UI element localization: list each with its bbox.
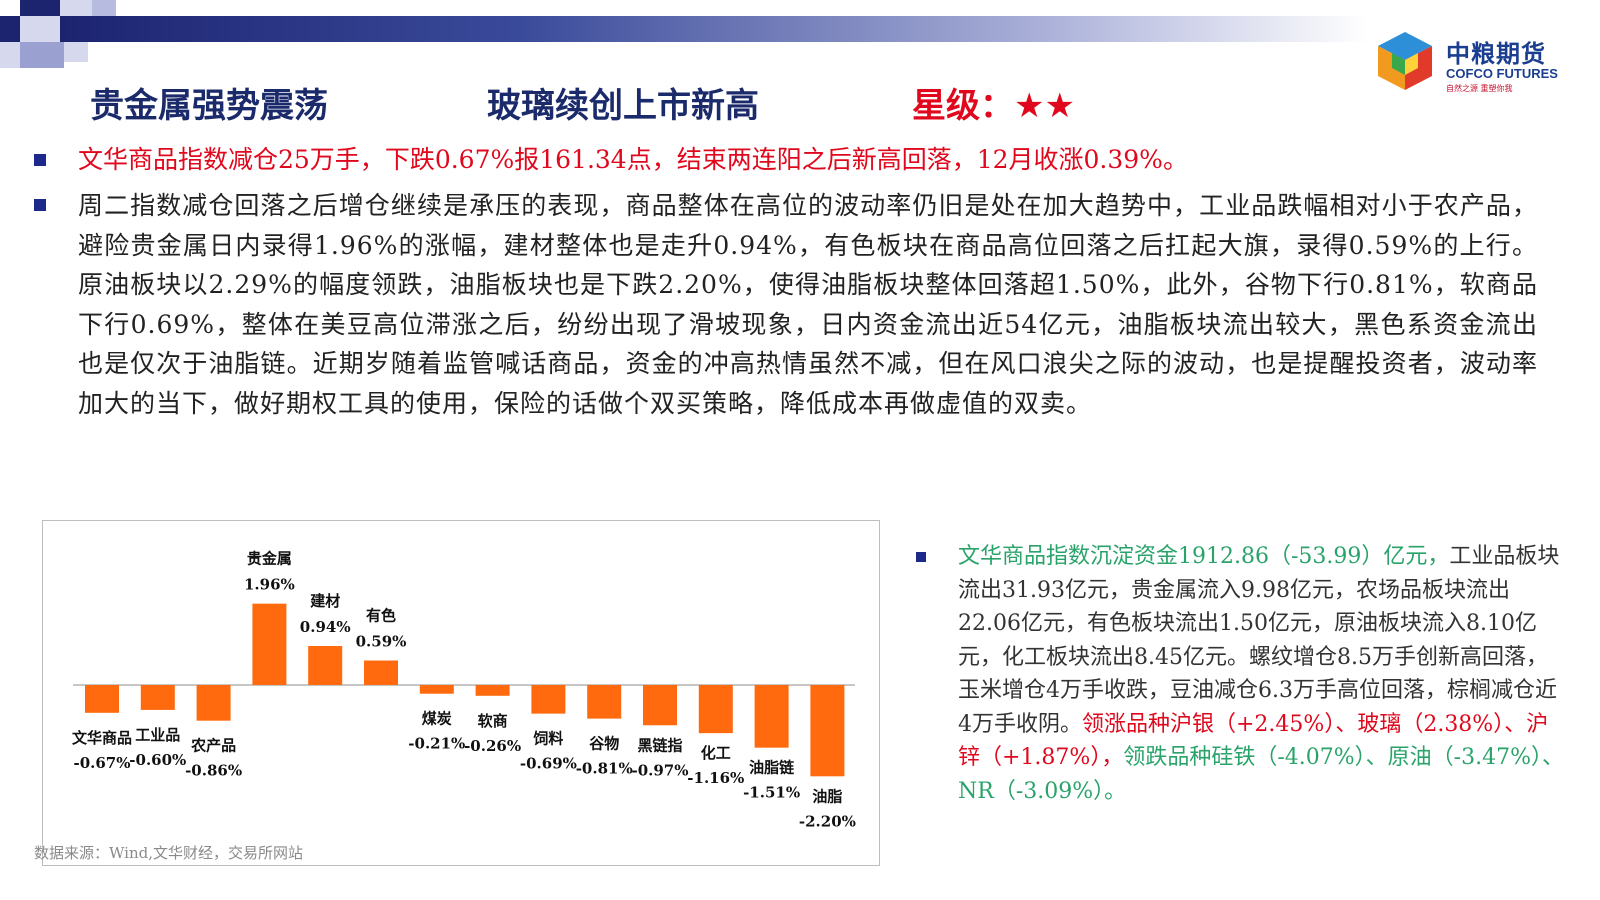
flow-sector-text: 工业品板块流出31.93亿元，贵金属流入9.98亿元，农场品板块流出22.06亿… [958,544,1560,737]
category-label-0: 文华商品 [72,729,132,747]
logo-slogan: 自然之源 重塑你我 [1446,84,1513,93]
header-block [0,16,20,42]
title-row: 贵金属强势震荡 玻璃续创上市新高 星级：★★ [0,78,1600,126]
category-label-2: 农产品 [190,737,236,755]
category-label-8: 饲料 [532,730,563,748]
bullet-square-icon [34,199,46,211]
value-label-3: 1.96% [244,576,295,594]
value-label-13: -2.20% [799,812,856,830]
bar-12 [754,685,789,748]
company-logo: 中粮期货 COFCO FUTURES 自然之源 重塑你我 [1372,28,1572,100]
bar-7 [475,685,510,696]
category-label-11: 化工 [701,744,731,762]
category-label-10: 黑链指 [637,736,682,754]
flow-total-text: 文华商品指数沉淀资金1912.86（-53.99）亿元， [958,544,1450,569]
bullet-square-icon [34,154,46,166]
bar-11 [698,685,733,734]
category-label-5: 有色 [366,607,396,625]
bar-1 [140,685,175,710]
category-label-1: 工业品 [135,726,180,744]
sector-performance-chart: 文华商品 -0.67% 工业品 -0.60% 农产品 -0.86% 贵金属 1.96% 建材 0.… [42,520,880,866]
star-rating: 星级：★★ [912,86,1075,126]
bar-9 [587,685,622,719]
value-label-6: -0.21% [408,735,465,753]
value-label-1: -0.60% [129,751,186,769]
header-block [60,0,100,16]
bullet-square-icon [916,552,926,562]
headline-precious-metals: 贵金属强势震荡 [90,86,328,126]
header-block [0,42,20,68]
header-block [20,16,60,42]
capital-flow-commentary: 文华商品指数沉淀资金1912.86（-53.99）亿元，工业品板块流出31.93… [958,540,1568,808]
bar-4 [308,645,343,685]
value-label-12: -1.51% [743,784,800,802]
category-label-4: 建材 [310,592,340,610]
top-losers-text: 领跌品种硅铁（-4.07%）、原油（-3.47%）、NR（-3.09%）。 [958,745,1564,804]
headline-glass: 玻璃续创上市新高 [487,86,759,126]
value-label-7: -0.26% [464,737,521,755]
header-block [20,42,64,68]
header-block [92,0,116,16]
category-label-3: 贵金属 [247,550,292,568]
index-summary-line: 文华商品指数减仓25万手，下跌0.67%报161.34点，结束两连阳之后新高回落… [78,145,1188,174]
bar-10 [643,685,677,726]
bar-13 [810,685,845,777]
top-gainers-text: 领涨品种沪银（+2.45%）、玻璃（2.38%）、沪锌（+1.87%）， [958,711,1549,771]
category-label-12: 油脂链 [749,759,795,777]
header-gradient-bar [60,16,1370,42]
bar-0 [85,685,119,713]
value-label-2: -0.86% [185,762,242,780]
value-label-11: -1.16% [687,769,744,787]
bar-8 [531,685,566,714]
cube-logo-icon [1378,32,1432,90]
value-label-8: -0.69% [520,755,577,773]
category-label-7: 软商 [478,712,508,730]
category-label-13: 油脂 [812,787,842,805]
logo-chinese-name: 中粮期货 [1446,40,1546,68]
bar-6 [419,685,454,694]
bar-5 [364,660,398,685]
value-label-10: -0.97% [631,761,688,779]
category-label-9: 谷物 [589,735,619,753]
value-label-0: -0.67% [73,754,130,772]
data-source-note: 数据来源：Wind,文华财经，交易所网站 [34,844,303,862]
category-label-6: 煤炭 [422,710,452,728]
value-label-5: 0.59% [356,633,407,651]
bar-chart-svg: 文华商品 -0.67% 工业品 -0.60%农产品 -0.86% 贵金属 1.96% 建材 0.… [72,550,856,831]
value-label-4: 0.94% [300,618,351,636]
value-label-9: -0.81% [576,760,633,778]
bar-2 [196,685,231,721]
header-block [20,0,60,16]
market-commentary: 周二指数减仓回落之后增仓继续是承压的表现，商品整体在高位的波动率仍旧是处在加大趋… [78,191,1538,418]
header-block [64,42,88,62]
logo-english-name: COFCO FUTURES [1446,66,1558,81]
bar-3 [252,603,287,685]
